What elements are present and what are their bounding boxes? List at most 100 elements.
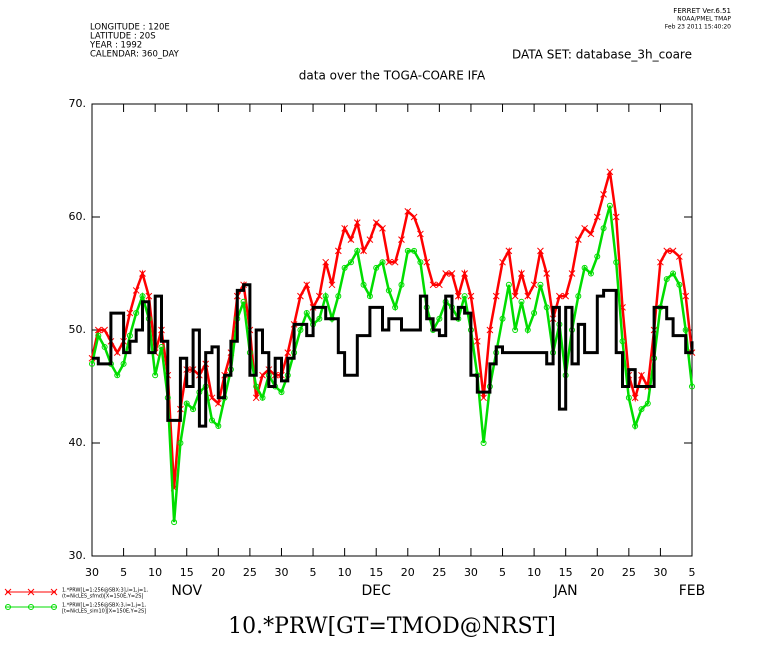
marker: [524, 327, 531, 333]
x-tick-label: 20: [211, 566, 225, 579]
marker: [214, 400, 222, 407]
marker: [398, 236, 405, 243]
marker: [411, 247, 418, 254]
marker: [177, 440, 184, 446]
marker: [373, 264, 380, 271]
marker: [531, 310, 538, 317]
legend-marker: [28, 604, 34, 610]
x-tick-label: 20: [590, 566, 604, 579]
marker: [113, 349, 121, 356]
marker: [89, 360, 95, 367]
x-tick-label: 10: [148, 566, 162, 579]
marker: [492, 292, 500, 300]
y-tick-label: 30.: [69, 549, 87, 562]
y-tick-label: 70.: [69, 97, 87, 110]
month-label: DEC: [362, 583, 392, 599]
marker: [480, 440, 487, 446]
marker: [284, 349, 292, 356]
marker: [379, 224, 386, 232]
x-tick-label: 5: [499, 566, 506, 579]
marker: [132, 287, 140, 294]
marker: [316, 315, 323, 322]
legend-marker: [4, 588, 12, 596]
marker: [511, 292, 519, 300]
header-longitude: LONGITUDE : 120E: [90, 23, 170, 33]
marker: [682, 292, 690, 300]
x-tick-label: 5: [689, 566, 696, 579]
legend-label: (t=NicLES_sfmd)[X=150E,Y=2S]: [62, 594, 143, 600]
marker: [543, 270, 551, 277]
legend-marker: [5, 604, 11, 610]
marker: [663, 247, 671, 255]
month-label: NOV: [171, 583, 202, 599]
marker: [120, 360, 127, 367]
marker: [328, 281, 336, 289]
marker: [297, 292, 304, 300]
dataset: DATA SET: database_3h_coare: [512, 48, 692, 62]
marker: [139, 293, 146, 300]
marker: [632, 423, 639, 430]
marker: [486, 326, 494, 334]
x-axis-label: 10.*PRW[GT=TMOD@NRST]: [228, 614, 556, 639]
marker: [385, 258, 393, 266]
marker: [139, 270, 146, 277]
marker: [322, 258, 330, 266]
marker: [600, 191, 607, 198]
x-tick-label: 30: [653, 566, 667, 579]
marker: [689, 383, 695, 390]
header-date: Feb 23 2011 15:40:20: [665, 24, 731, 31]
marker: [473, 337, 481, 345]
marker: [600, 225, 607, 232]
y-tick-label: 40.: [69, 436, 87, 449]
marker: [353, 219, 361, 227]
marker: [657, 258, 664, 266]
x-tick-label: 10: [527, 566, 541, 579]
marker: [391, 258, 399, 266]
x-tick-label: 30: [274, 566, 288, 579]
x-tick-label: 25: [243, 566, 257, 579]
header-version: FERRET Ver.6.51: [673, 7, 731, 15]
marker: [114, 372, 121, 379]
x-tick-label: 30: [464, 566, 478, 579]
marker: [417, 259, 424, 266]
marker: [215, 423, 222, 430]
marker: [575, 293, 582, 300]
marker: [638, 371, 645, 379]
marker: [259, 394, 266, 401]
legend-label: 1.*PRW[L=1:256@SBX:3],i=1,j=1,: [62, 588, 148, 594]
marker: [410, 213, 418, 221]
marker: [366, 236, 374, 243]
marker: [442, 270, 450, 277]
marker: [663, 276, 670, 283]
header-org: NOAA/PMEL TMAP: [677, 16, 731, 23]
marker: [152, 372, 159, 379]
marker: [454, 292, 462, 300]
marker: [574, 236, 582, 243]
marker: [606, 202, 613, 209]
marker: [252, 394, 260, 402]
legend-marker: [27, 588, 35, 596]
x-tick-label: 5: [120, 566, 127, 579]
y-tick-label: 60.: [69, 210, 87, 223]
x-tick-label: 15: [180, 566, 194, 579]
marker: [587, 230, 595, 238]
marker: [587, 270, 594, 277]
marker: [562, 292, 570, 300]
month-label: FEB: [679, 583, 706, 599]
marker: [392, 304, 399, 311]
x-tick-label: 15: [369, 566, 383, 579]
marker: [631, 394, 639, 402]
marker: [208, 394, 216, 402]
marker: [379, 259, 386, 266]
marker: [593, 213, 601, 221]
header-latitude: LATITUDE : 20S: [90, 32, 156, 42]
marker: [594, 253, 601, 260]
marker: [638, 406, 645, 413]
marker: [499, 258, 506, 266]
x-tick-label: 5: [310, 566, 317, 579]
marker: [126, 309, 134, 317]
marker: [360, 247, 367, 255]
marker: [505, 247, 513, 255]
month-label: JAN: [553, 583, 578, 599]
legend-marker: [50, 588, 58, 596]
